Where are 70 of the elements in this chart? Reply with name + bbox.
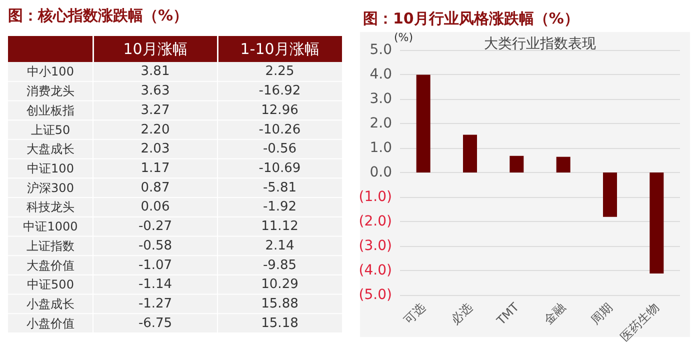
category-label: 小盘成长	[26, 296, 74, 311]
x-tick-label: 必选	[448, 300, 475, 327]
bar	[416, 74, 430, 172]
y-tick-label: 5.0	[370, 42, 392, 58]
data-label: -9.85	[262, 258, 297, 273]
data-label: -10.26	[258, 122, 301, 138]
text: 图：核心指数涨跌幅（%）	[8, 6, 188, 24]
y-tick-label: (4.0)	[358, 262, 392, 278]
data-label: -1.07	[138, 258, 172, 273]
y-tick-label: (1.0)	[358, 189, 392, 205]
category-label: 创业板指	[26, 103, 74, 118]
category-label: 中证100	[27, 161, 74, 176]
bar	[556, 156, 570, 172]
data-label: 3.27	[140, 102, 170, 118]
data-label: 2.25	[265, 64, 294, 80]
category-label: 沪深300	[27, 180, 74, 195]
data-label: 10.29	[261, 277, 298, 292]
category-label: 上证指数	[26, 238, 74, 253]
category-label: 中小100	[27, 64, 74, 79]
chart-title: 图：10月行业风格涨跌幅（%）	[363, 10, 579, 28]
data-label: 3.81	[140, 64, 170, 80]
y-tick-label: 0.0	[370, 164, 392, 180]
data-label: 2.03	[140, 142, 170, 157]
bar	[650, 172, 664, 274]
data-label: -1.27	[138, 296, 172, 312]
y-tick-label: (2.0)	[358, 214, 392, 230]
data-label: -16.92	[258, 84, 301, 99]
data-label: 12.96	[261, 102, 298, 118]
data-label: 2.20	[140, 122, 170, 138]
data-label: 0.06	[140, 200, 170, 215]
category-label: 大盘价值	[26, 258, 74, 272]
y-axis-title: (%)	[394, 31, 414, 44]
data-label: -1.92	[262, 200, 297, 215]
data-label: -10.69	[258, 160, 301, 176]
data-label: 15.18	[261, 316, 298, 331]
data-label: 1.17	[140, 160, 170, 176]
y-tick-label: 2.0	[370, 116, 392, 132]
bar	[463, 134, 477, 172]
category-label: 中证1000	[23, 220, 78, 234]
category-label: 大盘成长	[26, 142, 74, 156]
category-label: 中证500	[27, 278, 74, 292]
x-tick-label: 医药生物	[618, 300, 662, 344]
y-tick-label: 1.0	[370, 140, 392, 156]
data-label: 0.87	[140, 180, 170, 196]
data-label: 3.63	[140, 84, 170, 99]
text: 1-10月涨幅	[240, 40, 320, 58]
data-label: -0.56	[262, 142, 297, 157]
data-label: -5.81	[262, 180, 297, 196]
y-tick-label: (3.0)	[358, 238, 392, 254]
data-label: -1.14	[138, 277, 172, 292]
data-label: 2.14	[265, 238, 294, 254]
y-tick-label: 4.0	[370, 66, 392, 82]
data-label: -6.75	[138, 316, 172, 331]
y-tick-label: (5.0)	[358, 287, 392, 303]
category-label: 消费龙头	[26, 84, 74, 98]
bar	[510, 156, 524, 172]
y-tick-label: 3.0	[370, 91, 392, 107]
data-label: -0.58	[138, 238, 172, 254]
chart-subtitle: 大类行业指数表现	[484, 36, 596, 52]
x-tick-label: 可选	[401, 300, 428, 327]
category-label: 小盘价值	[26, 316, 74, 330]
category-label: 上证50	[30, 122, 70, 137]
data-label: 15.88	[261, 296, 298, 312]
x-tick-label: 周期	[588, 300, 615, 327]
data-label: -0.27	[138, 219, 172, 234]
bar	[603, 172, 617, 217]
category-label: 科技龙头	[26, 200, 74, 214]
series-label: 10月涨幅	[123, 40, 188, 58]
data-label: 11.12	[261, 219, 298, 234]
x-tick-label: 金融	[541, 300, 568, 327]
